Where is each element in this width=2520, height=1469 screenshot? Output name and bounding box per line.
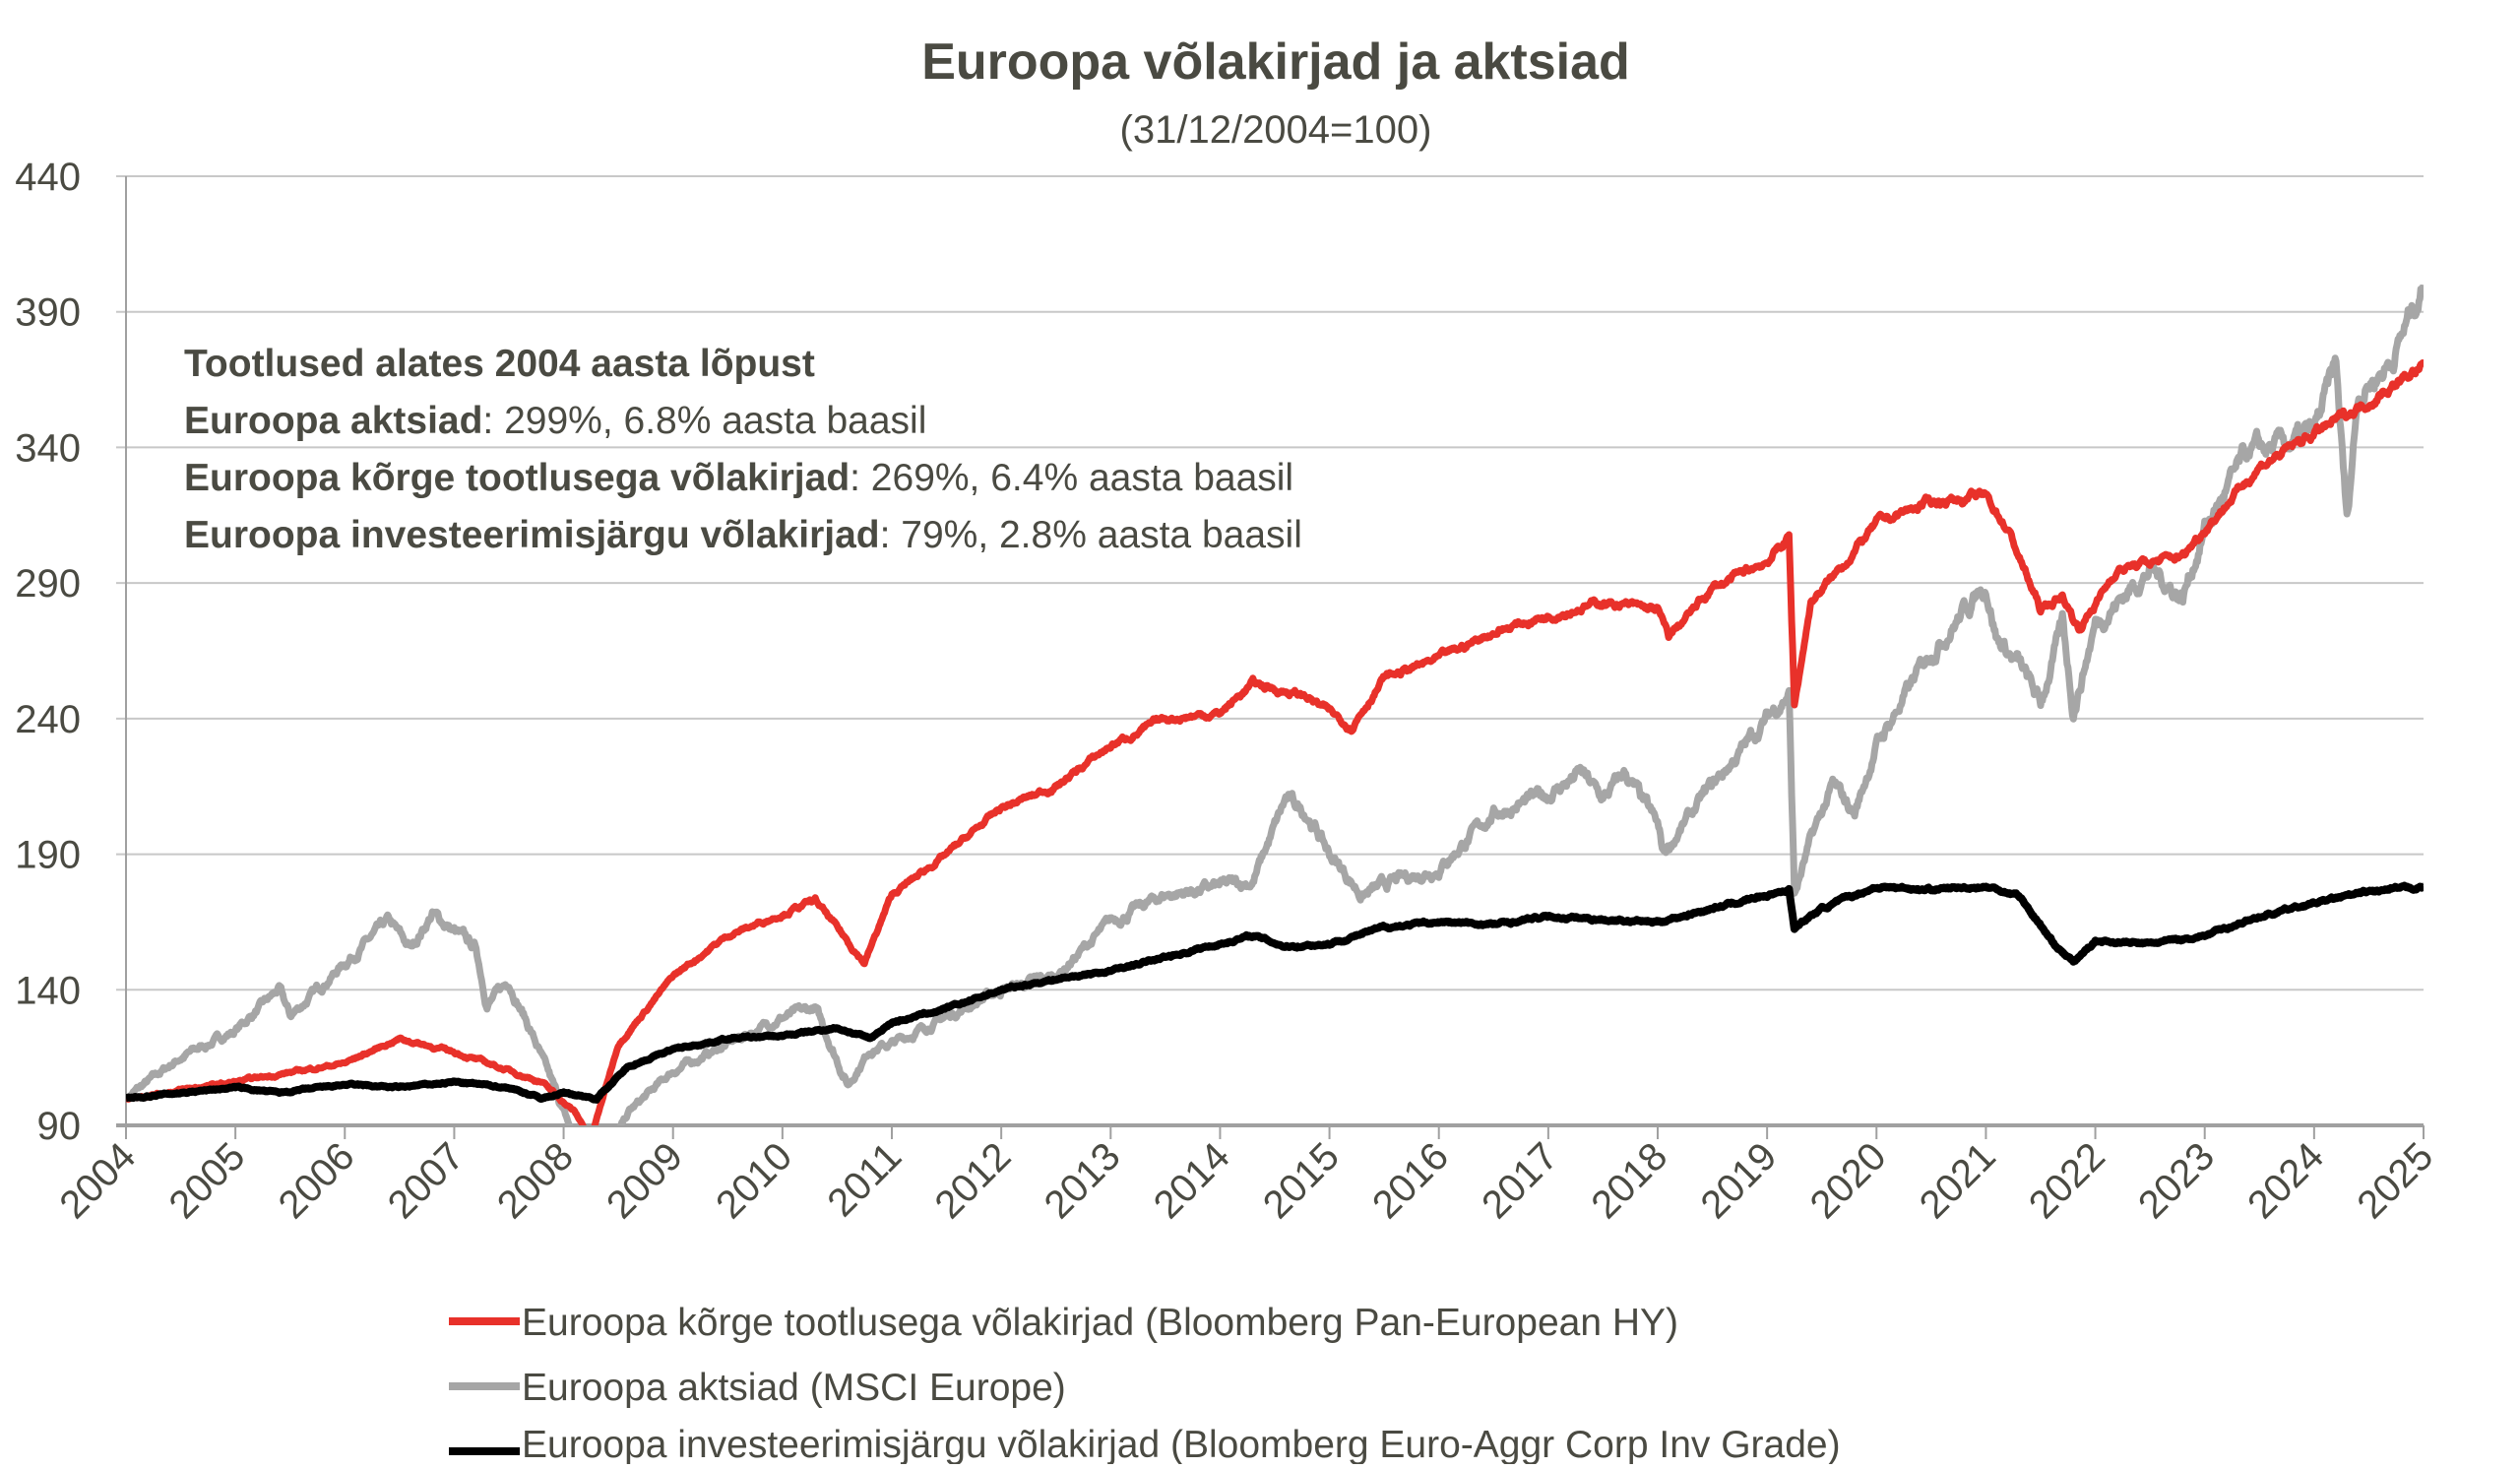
y-tick-label: 240: [15, 698, 81, 741]
x-tick-label: 2022: [2021, 1134, 2113, 1227]
annotation-value: : 269%, 6.4% aasta baasil: [850, 457, 1293, 499]
annotation-value: : 299%, 6.8% aasta baasil: [482, 400, 926, 442]
chart-subtitle: (31/12/2004=100): [1120, 108, 1432, 152]
x-tick-label: 2015: [1255, 1134, 1348, 1227]
series-lines: [126, 284, 2424, 1125]
annotation-line: Euroopa investeerimisjärgu võlakirjad: 7…: [184, 514, 1302, 556]
y-tick-label: 390: [15, 291, 81, 335]
x-tick-label: 2016: [1364, 1134, 1457, 1227]
annotation-line: Euroopa aktsiad: 299%, 6.8% aasta baasil: [184, 400, 926, 442]
y-tick-label: 440: [15, 156, 81, 199]
x-tick-label: 2013: [1037, 1134, 1129, 1227]
x-tick-label: 2017: [1474, 1134, 1566, 1227]
legend-label-hy: Euroopa kõrge tootlusega võlakirjad (Blo…: [522, 1302, 1678, 1344]
x-tick-label: 2009: [598, 1134, 691, 1227]
chart-title: Euroopa võlakirjad ja aktsiad: [921, 33, 1630, 91]
y-axis: 90 140 190 240 290 340 390 440: [15, 156, 81, 1148]
series-line-2: [126, 881, 2424, 1104]
x-tick-label: 2012: [926, 1134, 1019, 1227]
series-line-1: [126, 284, 2424, 1125]
x-axis: 2004 2005 2006 2007 2008 2009 2010 2011 2012 2013…: [51, 1125, 2441, 1227]
annotation-label: Euroopa aktsiad: [184, 400, 482, 442]
legend-label-equities: Euroopa aktsiad (MSCI Europe): [522, 1367, 1066, 1409]
x-tick-label: 2007: [380, 1134, 472, 1227]
series-line-0: [126, 359, 2424, 1125]
x-tick-label: 2006: [271, 1134, 363, 1227]
y-tick-label: 140: [15, 969, 81, 1012]
x-tick-label: 2020: [1802, 1134, 1895, 1227]
x-tick-label: 2021: [1912, 1134, 2004, 1227]
x-tick-label: 2018: [1583, 1134, 1675, 1227]
gridlines: [116, 175, 2424, 1139]
annotation-heading: Tootlused alates 2004 aasta lõpust: [184, 343, 815, 385]
legend: Euroopa kõrge tootlusega võlakirjad (Blo…: [449, 1302, 1841, 1466]
annotation-line: Euroopa kõrge tootlusega võlakirjad: 269…: [184, 457, 1293, 499]
returns-annotation: Tootlused alates 2004 aasta lõpust Euroo…: [184, 343, 1302, 556]
x-tick-label: 2010: [708, 1134, 800, 1227]
y-tick-label: 90: [37, 1105, 82, 1148]
x-tick-label: 2004: [51, 1134, 144, 1227]
x-tick-label: 2024: [2239, 1134, 2332, 1227]
y-tick-label: 290: [15, 562, 81, 606]
annotation-label: Euroopa kõrge tootlusega võlakirjad: [184, 457, 850, 499]
y-tick-label: 190: [15, 834, 81, 877]
x-tick-label: 2011: [819, 1134, 910, 1225]
x-tick-label: 2014: [1146, 1134, 1238, 1227]
x-tick-label: 2023: [2130, 1134, 2223, 1227]
legend-label-ig: Euroopa investeerimisjärgu võlakirjad (B…: [522, 1424, 1841, 1464]
annotation-label: Euroopa investeerimisjärgu võlakirjad: [184, 514, 880, 556]
y-tick-label: 340: [15, 426, 81, 470]
x-tick-label: 2019: [1692, 1134, 1785, 1227]
x-tick-label: 2005: [160, 1134, 253, 1227]
annotation-value: : 79%, 2.8% aasta baasil: [880, 514, 1302, 556]
x-tick-label: 2025: [2349, 1134, 2441, 1227]
x-tick-label: 2008: [489, 1134, 582, 1227]
